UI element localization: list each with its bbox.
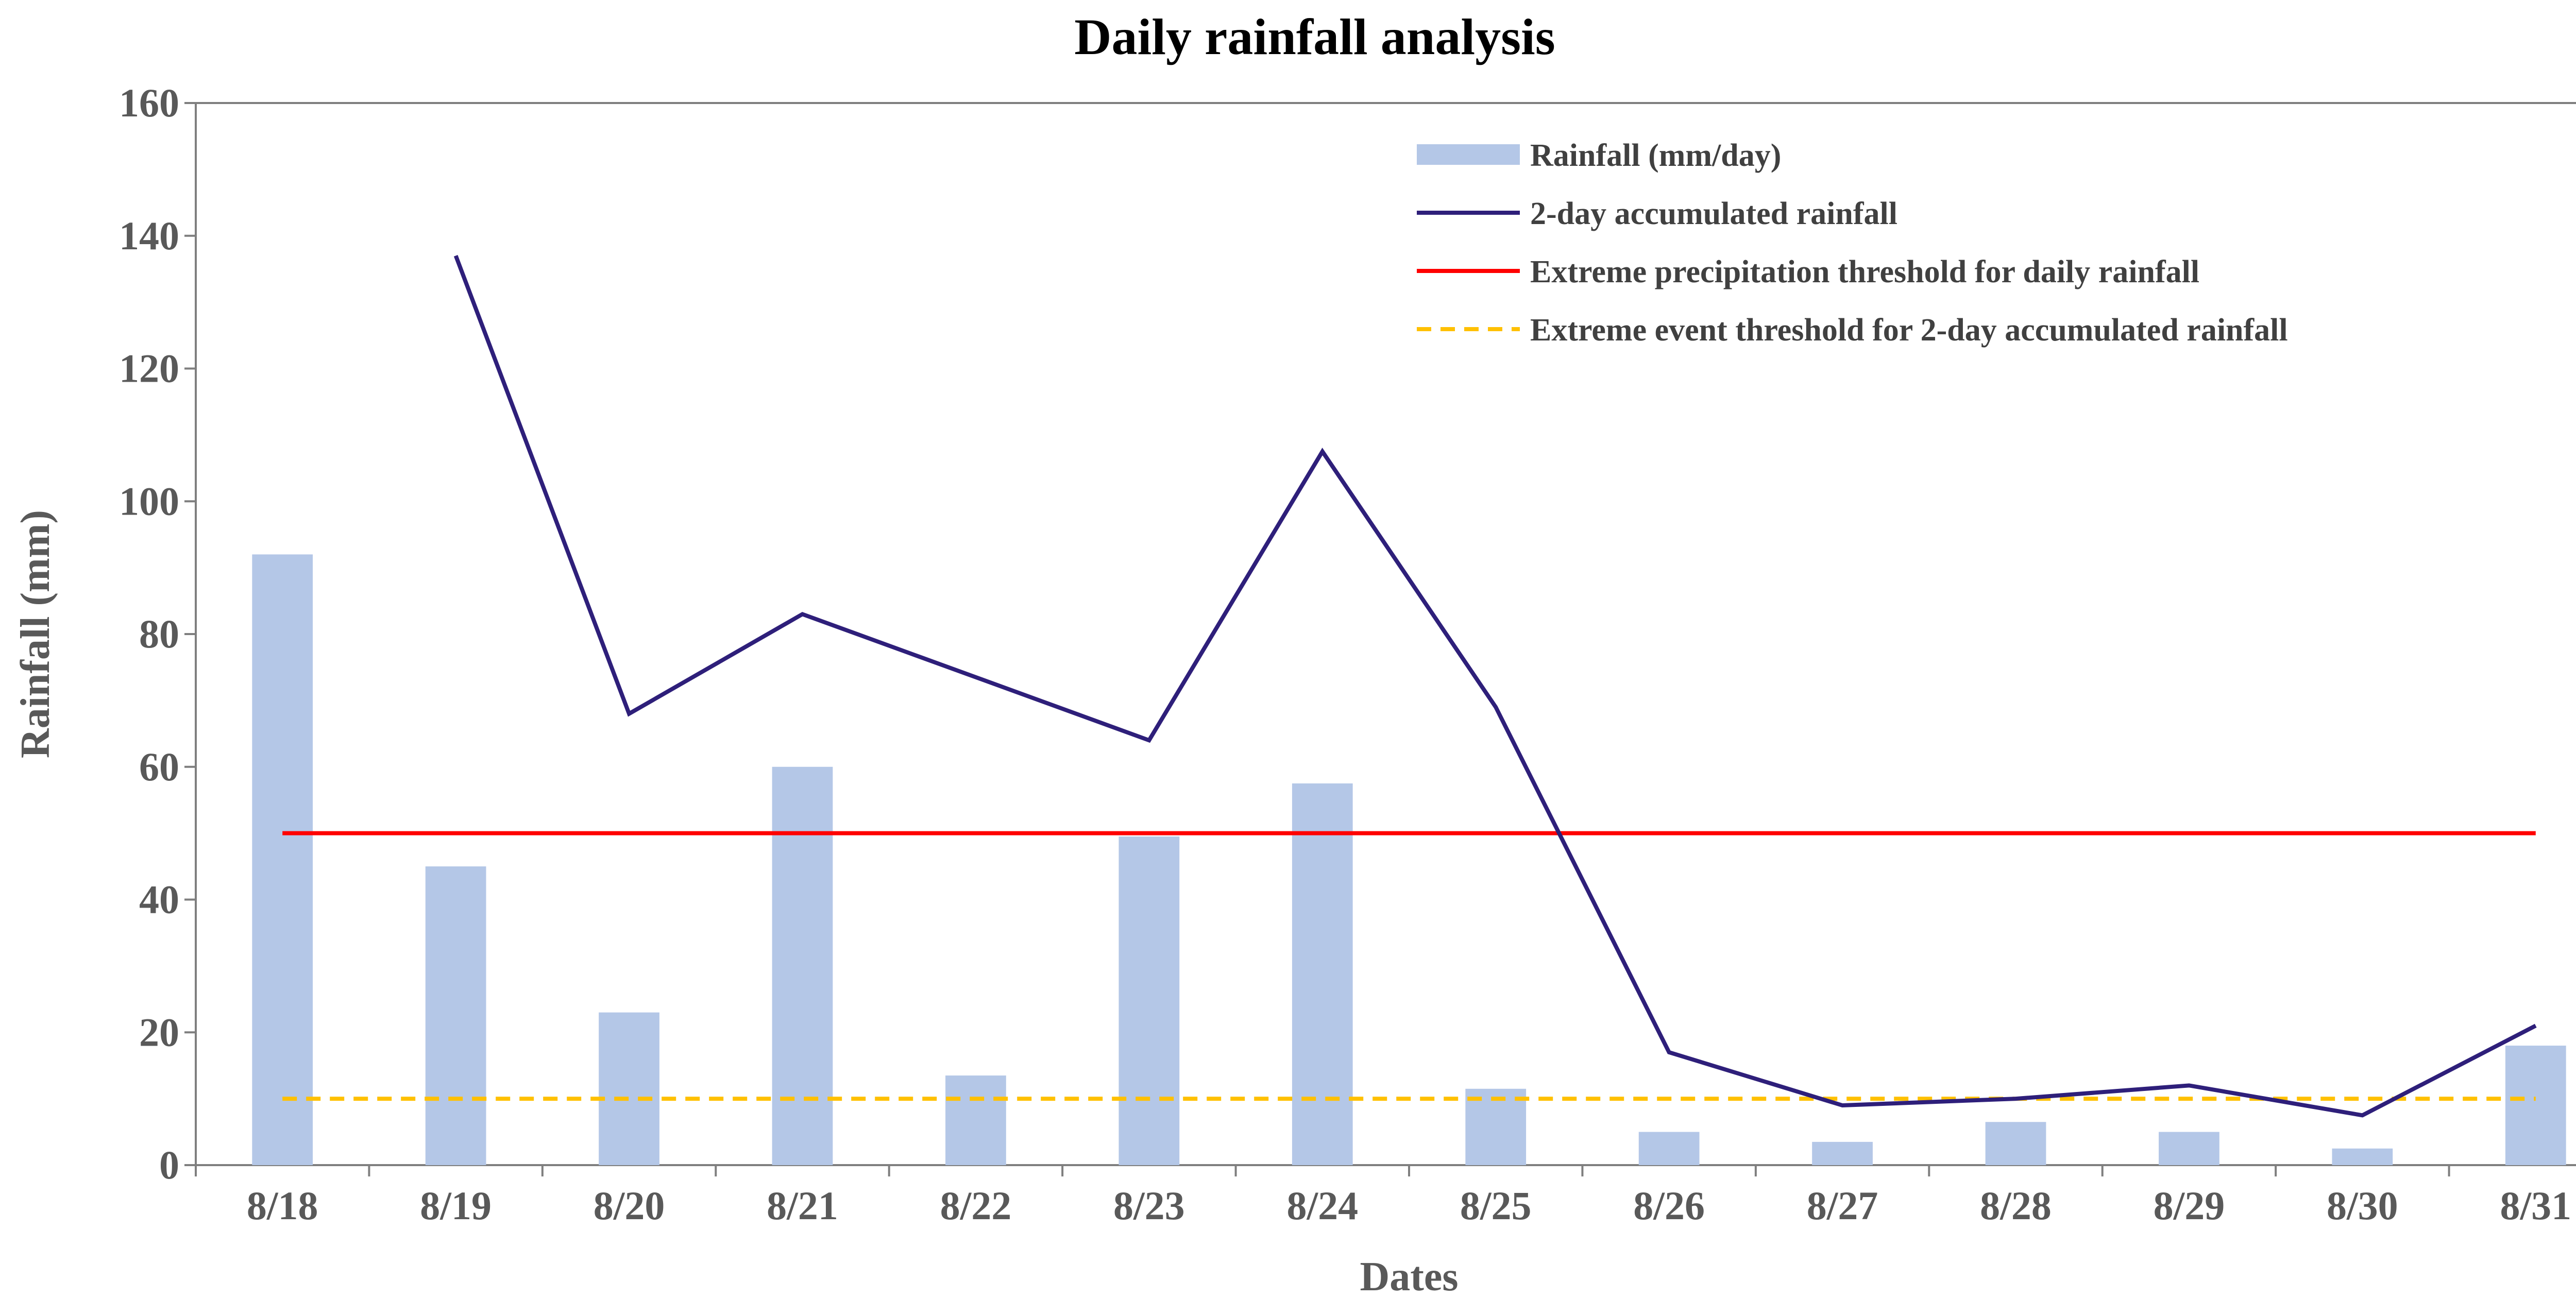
y-tick-label: 0 [159, 1142, 179, 1187]
x-tick-label: 8/31 [2500, 1183, 2571, 1228]
accumulated-rainfall-point [2189, 1085, 2190, 1086]
x-tick-label: 8/26 [1633, 1183, 1705, 1228]
x-tick-label: 8/20 [594, 1183, 665, 1228]
rainfall-bar [425, 866, 486, 1165]
y-tick-label: 20 [139, 1010, 179, 1054]
y-axis-ticks: 0 20 40 60 80 100 120 140 160 [119, 80, 196, 1187]
rainfall-bar [1118, 836, 1180, 1165]
accumulated-rainfall-point [2362, 1115, 2363, 1116]
accumulated-rainfall-point [1148, 740, 1149, 741]
accumulated-rainfall-point [2535, 1025, 2536, 1026]
rainfall-bar [1292, 783, 1353, 1165]
legend-swatch-rainfall [1417, 144, 1520, 165]
legend-label: Extreme precipitation threshold for dail… [1530, 254, 2199, 289]
x-tick-label: 8/29 [2154, 1183, 2225, 1228]
x-tick-label: 8/24 [1286, 1183, 1358, 1228]
y-tick-label: 160 [119, 80, 179, 125]
x-tick-label: 8/18 [247, 1183, 318, 1228]
accumulated-rainfall-point [1842, 1105, 1843, 1106]
x-tick-label: 8/19 [420, 1183, 492, 1228]
line-layer [453, 254, 2537, 1118]
bars-layer [252, 554, 2566, 1165]
accumulated-rainfall-point [1669, 1052, 1670, 1053]
x-tick-label: 8/27 [1807, 1183, 1878, 1228]
y-tick-label: 80 [139, 611, 179, 656]
y-tick-label: 100 [119, 479, 179, 523]
rainfall-bar [2505, 1046, 2566, 1165]
accumulated-rainfall-point [975, 677, 976, 678]
x-axis-ticks: 8/18 8/19 8/20 8/21 8/22 8/23 8/24 8/25 8/26 8/27… [195, 1165, 2571, 1228]
rainfall-bar [252, 554, 313, 1165]
legend-label: Extreme event threshold for 2-day accumu… [1530, 313, 2288, 348]
rainfall-bar [945, 1075, 1006, 1165]
rainfall-bar [1985, 1122, 2046, 1165]
legend-label: Rainfall (mm/day) [1530, 138, 1781, 173]
x-tick-label: 8/22 [940, 1183, 1012, 1228]
legend-label: 2-day accumulated rainfall [1530, 196, 1897, 231]
y-tick-label: 40 [139, 877, 179, 922]
accumulated-rainfall-point [629, 713, 630, 714]
accumulated-rainfall-point [1495, 707, 1496, 708]
accumulated-rainfall-point [455, 255, 456, 256]
plot-area-border [195, 102, 2576, 1166]
x-tick-label: 8/30 [2327, 1183, 2398, 1228]
legend: Rainfall (mm/day) 2-day accumulated rainf… [1417, 138, 2288, 348]
x-tick-label: 8/25 [1460, 1183, 1532, 1228]
x-tick-label: 8/23 [1113, 1183, 1185, 1228]
y-axis-label: Rainfall (mm) [13, 510, 58, 758]
y-tick-label: 60 [139, 744, 179, 789]
accumulated-rainfall-point [1322, 451, 1323, 452]
rainfall-bar [599, 1012, 659, 1165]
y-tick-label: 140 [119, 213, 179, 258]
accumulated-rainfall-line [453, 254, 2537, 1118]
rainfall-bar [2332, 1148, 2393, 1165]
x-tick-label: 8/21 [767, 1183, 838, 1228]
accumulated-rainfall-point [2015, 1098, 2016, 1099]
rainfall-bar [2159, 1132, 2219, 1165]
y-tick-label: 120 [119, 346, 179, 391]
accumulated-rainfall-point [802, 613, 803, 614]
thresholds-layer [282, 831, 2536, 1101]
chart-title: Daily rainfall analysis [1074, 8, 1555, 65]
rainfall-bar [1638, 1132, 1700, 1165]
x-tick-label: 8/28 [1980, 1183, 2052, 1228]
x-axis-label: Dates [1360, 1254, 1458, 1300]
rainfall-bar [772, 766, 833, 1165]
rainfall-bar [1465, 1088, 1527, 1165]
rainfall-bar [1812, 1141, 1873, 1165]
